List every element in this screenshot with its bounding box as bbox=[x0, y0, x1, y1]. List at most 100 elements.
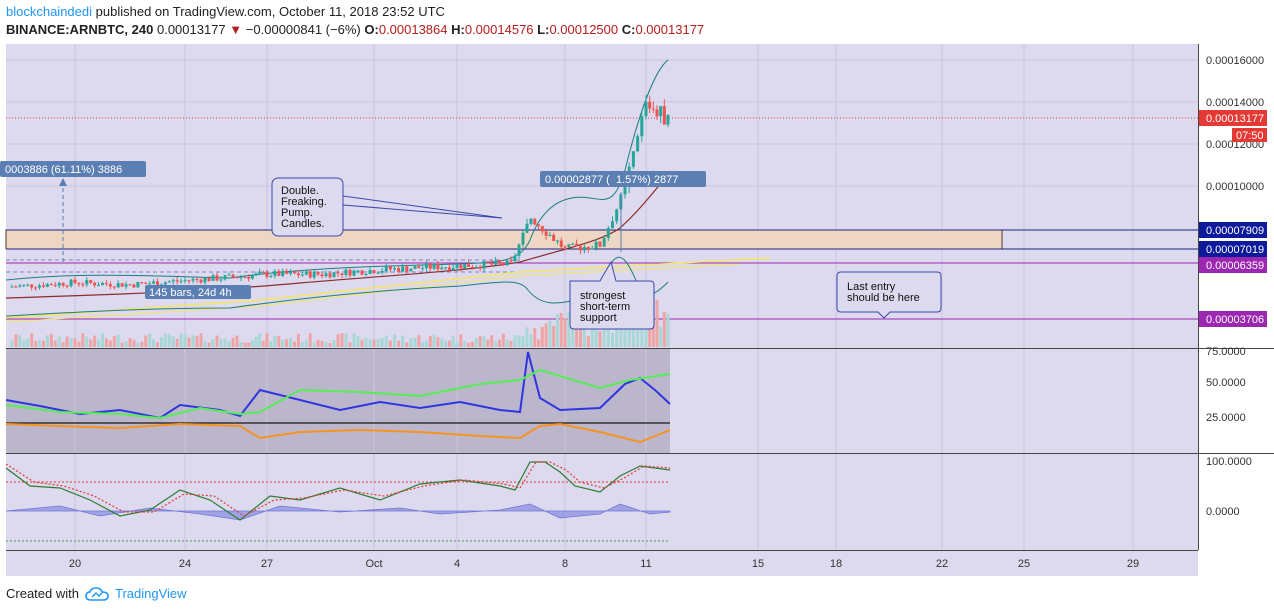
candle-body bbox=[594, 241, 598, 249]
candle-body bbox=[116, 283, 120, 288]
candle-body bbox=[104, 283, 108, 285]
candle-body bbox=[108, 284, 112, 287]
tradingview-cloud-icon bbox=[85, 586, 109, 601]
candle-body bbox=[509, 260, 513, 262]
candle-body bbox=[332, 272, 336, 278]
volume-bar bbox=[533, 328, 537, 347]
candle-body bbox=[77, 283, 81, 285]
volume-bar bbox=[69, 338, 73, 347]
open-label: O: bbox=[364, 22, 379, 37]
tradingview-link[interactable]: TradingView bbox=[114, 586, 187, 601]
volume-bar bbox=[606, 328, 610, 347]
indicator-axis-1[interactable]: 75.0000 50.0000 25.0000 bbox=[1206, 346, 1246, 424]
candle-body bbox=[340, 273, 344, 276]
candle-body bbox=[567, 244, 571, 248]
candle-body bbox=[191, 278, 195, 281]
volume-bar bbox=[219, 339, 223, 347]
volume-bar bbox=[10, 340, 14, 347]
volume-bar bbox=[602, 317, 606, 347]
yellow-trendline bbox=[5, 257, 771, 319]
candle-body bbox=[447, 267, 451, 271]
volume-bar bbox=[14, 334, 18, 347]
volume-bar bbox=[372, 339, 376, 347]
price-axis[interactable]: 0.00016000 0.00014000 0.00012000 0.00010… bbox=[1199, 55, 1267, 327]
volume-bar bbox=[655, 300, 659, 347]
callout-pump[interactable]: Double. Freaking. Pump. Candles. bbox=[271, 177, 503, 237]
candle-body bbox=[380, 271, 384, 273]
volume-bar bbox=[666, 313, 670, 347]
oscillator-2-lines bbox=[5, 461, 671, 542]
candle-body bbox=[269, 275, 273, 277]
time-axis[interactable]: 20 24 27 Oct 4 8 11 15 18 22 25 29 bbox=[69, 558, 1139, 570]
triangle-down-icon: ▼ bbox=[229, 22, 243, 37]
volume-bar bbox=[405, 342, 409, 347]
candle-body bbox=[254, 273, 258, 276]
volume-bar bbox=[73, 338, 77, 347]
volume-bar bbox=[467, 342, 471, 347]
range-tool[interactable]: 145 bars, 24d 4h bbox=[145, 285, 251, 299]
candle-body bbox=[360, 270, 364, 275]
candle-body bbox=[615, 209, 619, 222]
support-zone[interactable] bbox=[5, 229, 1003, 250]
volume-bar bbox=[579, 314, 583, 347]
volume-bar bbox=[364, 337, 368, 347]
candle-body bbox=[388, 266, 392, 270]
volume-bar bbox=[555, 314, 559, 347]
candle-body bbox=[413, 266, 417, 269]
volume-bar bbox=[401, 335, 405, 347]
oscillator-pane-1-shade bbox=[6, 349, 670, 453]
volume-bar bbox=[540, 326, 544, 347]
volume-bar bbox=[409, 338, 413, 347]
candle-body bbox=[22, 284, 26, 286]
candle-body bbox=[548, 234, 552, 236]
osc1-orange-line bbox=[5, 422, 671, 444]
candle-body bbox=[623, 186, 627, 195]
measure-tool-left[interactable]: 0003886 (61.11%) 3886 bbox=[0, 161, 146, 262]
oscillator-1-lines bbox=[5, 351, 671, 444]
callout-support[interactable]: strongest short-term support bbox=[569, 260, 655, 330]
candle-body bbox=[163, 282, 167, 285]
publish-header: blockchaindedi published on TradingView.… bbox=[6, 4, 445, 19]
volume-bar bbox=[159, 336, 163, 347]
volume-bar bbox=[537, 339, 541, 347]
volume-bar bbox=[223, 338, 227, 347]
candle-body bbox=[243, 276, 247, 278]
symbol-label[interactable]: BINANCE:ARNBTC, 240 bbox=[6, 22, 154, 37]
chart-canvas[interactable]: 0003886 (61.11%) 3886 0.00002877 (61.57%… bbox=[0, 0, 1274, 580]
candle-body bbox=[529, 218, 533, 224]
volume-bar bbox=[421, 342, 425, 347]
price-change: −0.00000841 (−6%) bbox=[245, 22, 361, 37]
volume-bar bbox=[324, 342, 328, 347]
candle-body bbox=[376, 272, 380, 274]
candle-body bbox=[14, 286, 18, 288]
volume-bar bbox=[45, 335, 49, 347]
volume-bar bbox=[108, 340, 112, 347]
candle-body bbox=[490, 262, 494, 265]
volume-bar bbox=[38, 340, 42, 347]
candle-body bbox=[281, 270, 285, 276]
volume-bar bbox=[247, 342, 251, 347]
indicator-axis-2[interactable]: 100.0000 0.0000 bbox=[1206, 456, 1252, 518]
candle-body bbox=[273, 271, 277, 276]
volume-bar bbox=[623, 318, 627, 347]
candle-body bbox=[144, 282, 148, 284]
candlesticks[interactable] bbox=[10, 94, 670, 291]
volume-bar bbox=[187, 337, 191, 347]
volume-bar bbox=[285, 339, 289, 347]
volume-bar bbox=[525, 327, 529, 347]
candle-body bbox=[85, 280, 89, 285]
candle-body bbox=[659, 106, 663, 117]
oscillator-pane-2[interactable] bbox=[6, 454, 1198, 550]
time-tick: 27 bbox=[261, 558, 273, 570]
candle-body bbox=[231, 274, 235, 278]
callout-entry[interactable]: Last entry should be here bbox=[836, 271, 942, 319]
candle-body bbox=[563, 246, 567, 248]
author-link[interactable]: blockchaindedi bbox=[6, 4, 93, 19]
time-tick: 29 bbox=[1127, 558, 1139, 570]
candle-body bbox=[424, 263, 428, 269]
volume-bar bbox=[316, 339, 320, 347]
volume-bar bbox=[152, 339, 156, 347]
measure-tool-right[interactable]: 0.00002877 (61.57%) 2877 bbox=[540, 171, 706, 252]
candle-body bbox=[533, 218, 537, 225]
candle-body bbox=[195, 278, 199, 280]
